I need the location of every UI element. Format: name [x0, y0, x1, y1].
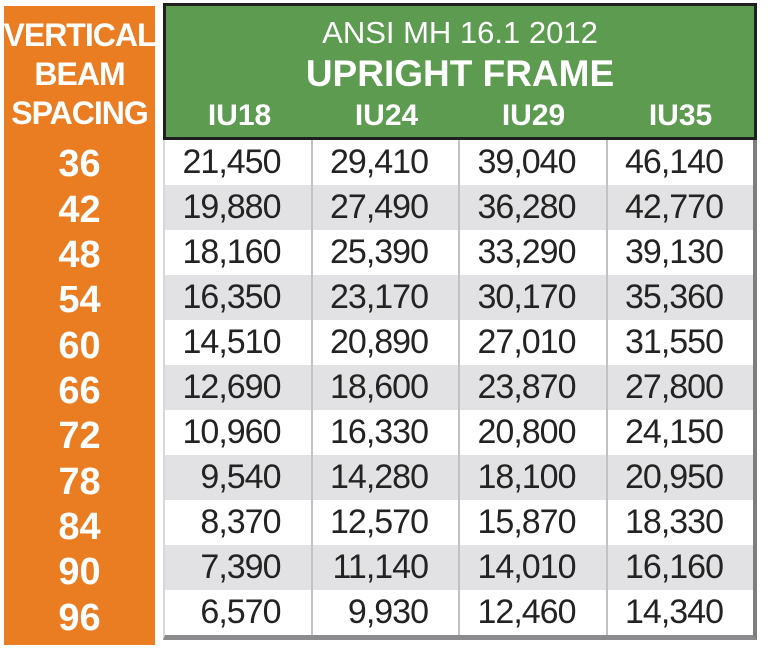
capacity-cell: 21,450 [182, 143, 282, 181]
row-label-78: 78 [58, 460, 101, 503]
left-header-line-3: SPACING [11, 94, 148, 131]
capacity-cell: 23,170 [310, 275, 459, 320]
table-row-84: 8,370 12,570 15,870 18,330 [165, 500, 753, 545]
capacity-cell: 12,460 [458, 590, 606, 635]
table-row-78: 9,540 14,280 18,100 20,950 [165, 455, 753, 500]
column-header-row: IU18 IU24 IU29 IU35 [166, 95, 754, 137]
capacity-cell: 14,280 [310, 455, 459, 500]
capacity-cell: 18,330 [605, 500, 754, 545]
left-header-line-1: VERTICAL [3, 16, 157, 53]
capacity-cell: 25,390 [310, 230, 459, 275]
row-label-60: 60 [58, 324, 101, 367]
capacity-cell: 31,550 [605, 320, 754, 365]
capacity-cell: 9,930 [310, 590, 459, 635]
table-row-42: 19,880 27,490 36,280 42,770 [165, 185, 753, 230]
capacity-cell: 20,800 [458, 410, 606, 455]
capacity-cell: 8,370 [200, 503, 281, 541]
capacity-cell: 39,040 [458, 140, 606, 185]
capacity-cell: 18,100 [458, 455, 606, 500]
capacity-cell: 6,570 [200, 593, 281, 631]
row-label-54: 54 [58, 279, 101, 322]
capacity-table-main: ANSI MH 16.1 2012 UPRIGHT FRAME IU18 IU24… [163, 3, 757, 640]
capacity-cell: 12,690 [182, 368, 282, 406]
capacity-cell: 18,600 [310, 365, 459, 410]
column-header-iu29: IU29 [501, 99, 566, 132]
capacity-cell: 27,010 [458, 320, 606, 365]
capacity-cell: 12,570 [310, 500, 459, 545]
column-header-iu24: IU24 [354, 99, 419, 132]
capacity-cell: 14,510 [182, 323, 282, 361]
capacity-cell: 14,010 [458, 545, 606, 590]
capacity-cell: 10,960 [182, 413, 282, 451]
capacity-cell: 35,360 [605, 275, 754, 320]
capacity-cell: 27,800 [605, 365, 754, 410]
table-header: ANSI MH 16.1 2012 UPRIGHT FRAME IU18 IU24… [163, 3, 757, 140]
capacity-cell: 16,160 [605, 545, 754, 590]
capacity-cell: 16,330 [310, 410, 459, 455]
table-row-60: 14,510 20,890 27,010 31,550 [165, 320, 753, 365]
upright-frame-title: UPRIGHT FRAME [305, 53, 615, 94]
row-label-96: 96 [58, 596, 101, 639]
row-label-66: 66 [58, 369, 101, 412]
capacity-cell: 20,950 [605, 455, 754, 500]
capacity-cell: 23,870 [458, 365, 606, 410]
capacity-cell: 11,140 [310, 545, 459, 590]
vertical-beam-spacing-column: VERTICAL BEAM SPACING 36 42 48 54 60 66 72 78 84… [3, 6, 157, 645]
capacity-cell: 27,490 [310, 185, 459, 230]
table-row-54: 16,350 23,170 30,170 35,360 [165, 275, 753, 320]
table-row-90: 7,390 11,140 14,010 16,160 [165, 545, 753, 590]
capacity-cell: 20,890 [310, 320, 459, 365]
capacity-cell: 46,140 [605, 140, 754, 185]
capacity-cell: 24,150 [605, 410, 754, 455]
left-header-line-2: BEAM [34, 55, 125, 92]
column-header-iu35: IU35 [648, 99, 713, 132]
capacity-cell: 30,170 [458, 275, 606, 320]
capacity-cell: 15,870 [458, 500, 606, 545]
capacity-cell: 16,350 [182, 278, 282, 316]
row-label-48: 48 [58, 233, 101, 276]
capacity-cell: 14,340 [605, 590, 754, 635]
column-header-iu18: IU18 [207, 99, 272, 132]
capacity-cell: 29,410 [310, 140, 459, 185]
table-row-66: 12,690 18,600 23,870 27,800 [165, 365, 753, 410]
row-label-84: 84 [58, 506, 101, 549]
row-label-36: 36 [58, 143, 101, 186]
row-label-list: 36 42 48 54 60 66 72 78 84 90 96 [4, 142, 155, 645]
capacity-cell: 7,390 [200, 548, 281, 586]
capacity-cell: 9,540 [200, 458, 281, 496]
table-row-36: 21,450 29,410 39,040 46,140 [165, 140, 753, 185]
capacity-cell: 18,160 [182, 233, 282, 271]
row-label-90: 90 [58, 551, 101, 594]
capacity-cell: 36,280 [458, 185, 606, 230]
table-row-96: 6,570 9,930 12,460 14,340 [165, 590, 753, 635]
row-label-42: 42 [58, 188, 101, 231]
capacity-cell: 39,130 [605, 230, 754, 275]
ansi-standard-title: ANSI MH 16.1 2012 [322, 15, 598, 50]
capacity-cell: 19,880 [182, 188, 282, 226]
table-row-72: 10,960 16,330 20,800 24,150 [165, 410, 753, 455]
capacity-cell: 33,290 [458, 230, 606, 275]
vertical-beam-spacing-header: VERTICAL BEAM SPACING [3, 6, 157, 142]
table-row-48: 18,160 25,390 33,290 39,130 [165, 230, 753, 275]
capacity-grid: 21,450 29,410 39,040 46,140 19,880 27,490 36,2… [163, 140, 757, 640]
row-label-72: 72 [58, 415, 101, 458]
capacity-cell: 42,770 [605, 185, 754, 230]
